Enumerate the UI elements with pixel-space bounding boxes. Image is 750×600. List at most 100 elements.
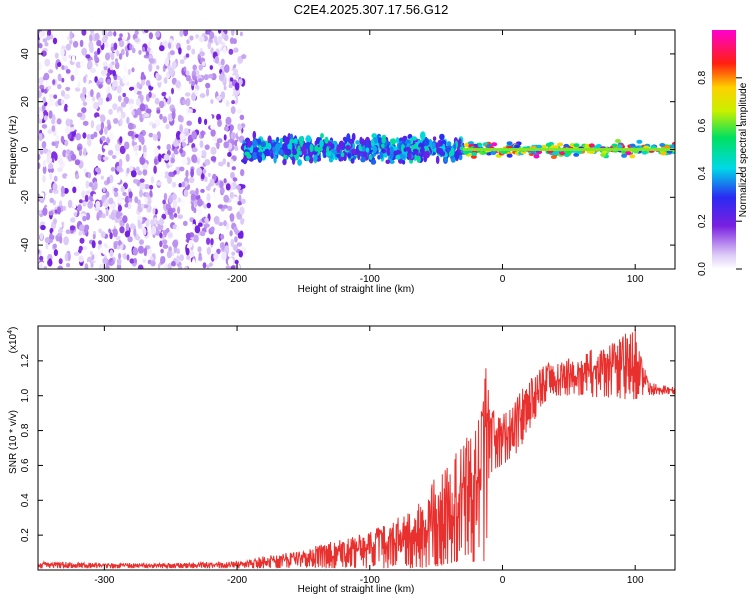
heatmap-cell [177,197,182,203]
heatmap-cell [79,199,83,204]
heatmap-cell [108,228,112,234]
heatmap-cell [185,232,191,240]
heatmap-cell [204,159,211,166]
heatmap-cell [224,64,230,73]
heatmap-cell [99,247,104,254]
heatmap-cell [61,77,65,83]
heatmap-cell [400,154,406,160]
heatmap-cell [138,50,142,55]
heatmap-cell [58,143,62,150]
heatmap-cell [347,152,352,159]
heatmap-cell [435,155,440,165]
heatmap-cell [210,156,217,162]
heatmap-cell [155,72,159,80]
heatmap-cell [224,245,230,254]
heatmap-cell [124,129,130,138]
heatmap-cell [231,251,236,256]
heatmap-cell [122,191,127,197]
heatmap-cell [151,123,157,129]
heatmap-cell [573,152,580,157]
heatmap-cell [57,73,62,82]
heatmap-cell [390,138,396,145]
heatmap-cell [189,250,195,257]
heatmap-cell [133,178,139,184]
heatmap-cell [185,53,190,58]
heatmap-cell [229,70,234,75]
heatmap-cell [297,145,301,154]
heatmap-cell [221,251,227,261]
heatmap-cell [78,255,84,263]
heatmap-cell [309,143,314,153]
heatmap-cell [77,204,82,212]
heatmap-cell [81,96,86,102]
heatmap-cell [247,140,252,148]
heatmap-cell [197,116,202,125]
heatmap-cell [234,236,238,243]
heatmap-cell [395,137,400,144]
heatmap-cell [110,202,116,210]
heatmap-cell [159,232,163,239]
heatmap-cell [138,133,144,143]
heatmap-cell [95,200,101,210]
heatmap-cell [41,141,47,149]
heatmap-cell [223,220,227,227]
heatmap-cell [186,120,192,126]
heatmap-cell [357,152,361,161]
heatmap-cell [660,151,667,156]
heatmap-cell [101,135,106,142]
heatmap-cell [217,204,224,209]
spectrogram-xlabel: Height of straight line (km) [298,284,415,295]
heatmap-cell [79,237,85,244]
heatmap-cell [206,53,212,58]
heatmap-cell [230,238,235,248]
heatmap-cell [146,108,152,114]
heatmap-cell [48,69,54,74]
heatmap-cell [127,130,134,137]
heatmap-cell [82,215,87,222]
y-tick-label: -40 [20,237,31,252]
heatmap-cell [276,136,280,142]
heatmap-cell [65,72,72,78]
heatmap-cell [166,143,171,151]
heatmap-cell [216,141,220,150]
heatmap-cell [191,108,196,113]
heatmap-cell [190,168,195,178]
heatmap-cell [205,82,211,89]
heatmap-cell [411,136,418,141]
heatmap-cell [225,265,231,269]
heatmap-cell [187,108,193,114]
heatmap-cell [88,105,94,115]
heatmap-cell [57,62,62,67]
heatmap-cell [113,31,117,37]
heatmap-cell [458,153,463,161]
heatmap-cell [137,264,144,269]
heatmap-cell [185,169,189,178]
heatmap-cell [93,101,99,110]
heatmap-cell [204,176,208,183]
heatmap-cell [49,233,55,241]
heatmap-cell [139,189,143,198]
heatmap-cell [149,58,155,64]
heatmap-cell [182,99,188,105]
snr-plot-background [38,326,675,570]
heatmap-cell [381,143,385,148]
heatmap-cell [110,52,115,61]
heatmap-cell [53,249,59,257]
heatmap-cell [64,103,68,112]
heatmap-cell [137,219,141,229]
heatmap-cell [232,244,238,251]
heatmap-cell [432,136,437,141]
heatmap-cell [641,150,648,155]
heatmap-cell [162,199,166,205]
heatmap-cell [145,80,151,87]
heatmap-cell [123,63,128,73]
heatmap-cell [159,217,165,226]
heatmap-cell [49,172,53,180]
heatmap-cell [134,30,139,36]
heatmap-cell [98,77,104,82]
heatmap-cell [229,213,235,222]
heatmap-cell [182,141,187,148]
heatmap-cell [213,252,219,261]
heatmap-cell [220,58,225,66]
heatmap-cell [72,40,79,48]
